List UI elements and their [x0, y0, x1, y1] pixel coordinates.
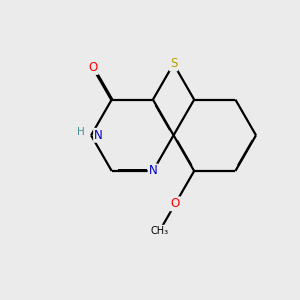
Text: N: N [94, 129, 103, 142]
Text: H: H [77, 127, 85, 137]
Text: CH₃: CH₃ [151, 226, 169, 236]
Text: N: N [148, 164, 157, 178]
Text: O: O [88, 61, 98, 74]
Text: O: O [171, 197, 180, 210]
Text: S: S [170, 57, 177, 70]
